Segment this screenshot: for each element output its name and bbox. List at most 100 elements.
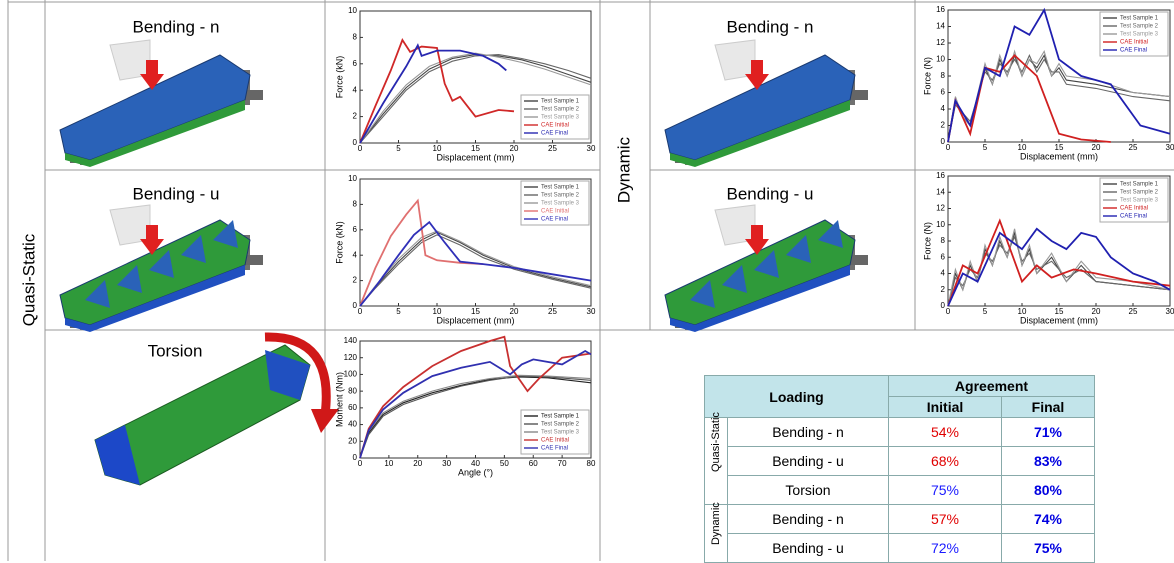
y-tick-label: 6: [941, 88, 946, 97]
legend-label: CAE Final: [541, 217, 568, 223]
final-cell: 71%: [1002, 418, 1095, 447]
x-tick-label: 0: [358, 459, 363, 468]
panel-label: Bending - n: [727, 17, 814, 36]
initial-cell: 68%: [889, 447, 1002, 476]
x-axis-label: Displacement (mm): [436, 152, 514, 162]
x-axis-label: Displacement (mm): [1020, 151, 1098, 161]
x-tick-label: 0: [946, 307, 951, 316]
loading-cell: Bending - u: [728, 447, 889, 476]
table-row: DynamicBending - n57%74%: [705, 505, 1095, 534]
x-tick-label: 30: [587, 307, 596, 316]
y-tick-label: 12: [936, 38, 945, 47]
final-cell: 74%: [1002, 505, 1095, 534]
header-cell: Loading: [705, 376, 889, 418]
panel-label: Bending - u: [727, 184, 814, 203]
y-tick-label: 8: [941, 236, 946, 245]
legend-label: Test Sample 1: [1120, 182, 1159, 188]
loading-cell: Bending - n: [728, 505, 889, 534]
legend-label: Test Sample 2: [541, 107, 580, 113]
group-label: Dynamic: [710, 523, 722, 545]
legend-label: CAE Final: [541, 131, 568, 137]
y-tick-label: 8: [353, 200, 358, 209]
load-arrow: [146, 60, 158, 74]
x-tick-label: 80: [587, 459, 596, 468]
beam-illustration: [665, 205, 868, 332]
legend-label: CAE Initial: [541, 438, 569, 444]
y-axis-label: Force (kN): [334, 56, 344, 99]
y-tick-label: 80: [348, 386, 357, 395]
x-tick-label: 5: [983, 307, 988, 316]
legend-label: CAE Initial: [541, 123, 569, 129]
loading-cell: Bending - u: [728, 534, 889, 563]
x-tick-label: 5: [983, 143, 988, 152]
y-tick-label: 40: [348, 420, 357, 429]
x-tick-label: 20: [413, 459, 422, 468]
y-axis-label: Force (N): [922, 222, 932, 260]
group-label: Quasi-Static: [710, 450, 722, 472]
legend-label: CAE Final: [541, 446, 568, 452]
x-tick-label: 0: [946, 143, 951, 152]
legend-label: CAE Initial: [1120, 206, 1148, 212]
load-arrow: [751, 60, 763, 74]
y-tick-label: 6: [353, 225, 358, 234]
panel-label: Bending - u: [133, 184, 220, 203]
page: Quasi-Static Dynamic Bending - nBending …: [0, 0, 1174, 561]
y-tick-label: 10: [936, 55, 945, 64]
table-row: Bending - u72%75%: [705, 534, 1095, 563]
beam-illustration: [60, 205, 263, 332]
legend-label: Test Sample 3: [1120, 32, 1159, 38]
y-tick-label: 4: [353, 250, 358, 259]
legend-label: Test Sample 3: [541, 201, 580, 207]
x-axis-label: Displacement (mm): [1020, 315, 1098, 325]
y-tick-label: 6: [353, 59, 358, 68]
section-label: Dynamic: [614, 136, 633, 203]
legend-label: Test Sample 2: [1120, 24, 1159, 30]
legend-label: Test Sample 1: [541, 99, 580, 105]
legend-label: Test Sample 3: [1120, 198, 1159, 204]
beam-illustration: [95, 337, 339, 485]
y-axis-label: Force (kN): [334, 221, 344, 264]
x-axis-label: Angle (°): [458, 467, 493, 477]
x-tick-label: 5: [396, 144, 401, 153]
y-tick-label: 0: [353, 138, 358, 147]
x-tick-label: 30: [1166, 143, 1174, 152]
x-tick-label: 30: [442, 459, 451, 468]
y-tick-label: 0: [353, 301, 358, 310]
legend-label: Test Sample 1: [1120, 16, 1159, 22]
x-tick-label: 0: [358, 144, 363, 153]
loading-cell: Torsion: [728, 476, 889, 505]
y-tick-label: 100: [344, 370, 358, 379]
y-axis-label: Force (N): [922, 57, 932, 95]
x-tick-label: 10: [384, 459, 393, 468]
y-tick-label: 16: [936, 5, 945, 14]
legend-label: Test Sample 3: [541, 115, 580, 121]
beam-illustration: [665, 40, 868, 167]
y-tick-label: 14: [936, 22, 945, 31]
y-axis-label: Moment (Nm): [334, 372, 344, 427]
beam-illustration: [60, 40, 263, 167]
legend-label: CAE Final: [1120, 214, 1147, 220]
initial-cell: 54%: [889, 418, 1002, 447]
legend-label: Test Sample 1: [541, 185, 580, 191]
legend-label: CAE Initial: [1120, 40, 1148, 46]
table-row: Bending - u68%83%: [705, 447, 1095, 476]
y-tick-label: 2: [353, 112, 358, 121]
legend-label: Test Sample 2: [1120, 190, 1159, 196]
panel-label: Bending - n: [133, 17, 220, 36]
loading-cell: Bending - n: [728, 418, 889, 447]
legend-label: Test Sample 2: [541, 422, 580, 428]
section-label: Quasi-Static: [19, 233, 38, 326]
legend-label: CAE Final: [1120, 48, 1147, 54]
agreement-table: Loading Agreement Initial Final Quasi-St…: [704, 375, 1095, 563]
x-tick-label: 0: [358, 307, 363, 316]
group-cell: Dynamic: [705, 505, 728, 563]
initial-cell: 57%: [889, 505, 1002, 534]
y-tick-label: 0: [353, 453, 358, 462]
y-tick-label: 140: [344, 336, 358, 345]
legend-label: Test Sample 2: [541, 193, 580, 199]
x-tick-label: 25: [1129, 307, 1138, 316]
legend-label: CAE Initial: [541, 209, 569, 215]
x-tick-label: 5: [396, 307, 401, 316]
